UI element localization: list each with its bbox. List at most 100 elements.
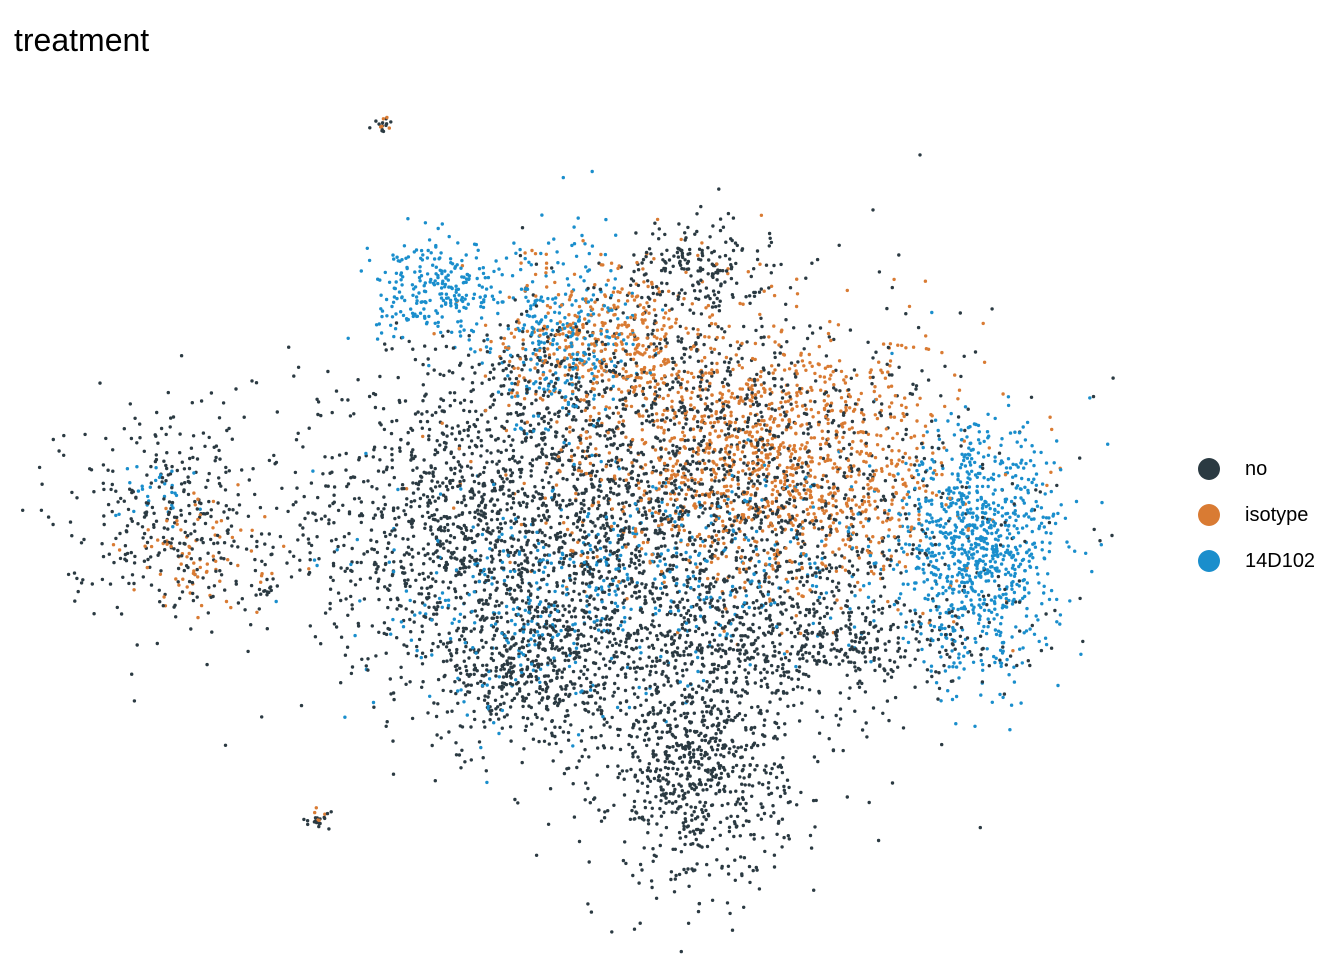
point-no	[630, 476, 635, 481]
point-no	[301, 533, 305, 537]
point-isotope	[703, 402, 707, 406]
point-no	[536, 506, 540, 511]
point-no	[667, 760, 672, 764]
point-no	[557, 450, 561, 455]
point-no	[605, 645, 610, 649]
point-isotope	[799, 391, 803, 395]
point-14d102	[410, 283, 415, 287]
point-14d102	[828, 616, 833, 620]
point-no	[640, 868, 644, 872]
point-no	[772, 736, 776, 740]
point-no	[693, 481, 697, 485]
point-14d102	[993, 579, 997, 583]
point-no	[472, 479, 477, 484]
point-14d102	[990, 574, 994, 578]
point-no	[317, 557, 321, 561]
point-no	[109, 487, 113, 492]
point-no	[886, 672, 890, 676]
point-14d102	[1006, 403, 1011, 408]
point-no	[617, 492, 621, 496]
point-14d102	[985, 542, 990, 546]
point-no	[818, 616, 822, 620]
point-isotope	[820, 429, 824, 433]
point-no	[710, 748, 715, 752]
point-no	[666, 766, 671, 771]
point-isotope	[732, 452, 736, 457]
point-no	[559, 638, 563, 643]
point-isotope	[747, 433, 752, 437]
point-no	[805, 579, 809, 584]
point-14d102	[500, 300, 504, 304]
point-no	[223, 743, 228, 747]
point-no	[316, 495, 320, 500]
point-no	[550, 446, 555, 451]
point-isotope	[541, 398, 545, 402]
point-isotope	[738, 570, 742, 575]
point-isotope	[735, 435, 740, 440]
point-no	[792, 703, 796, 708]
point-no	[726, 427, 731, 431]
point-14d102	[975, 475, 979, 479]
point-no	[776, 665, 780, 669]
point-isotope	[791, 479, 795, 484]
point-no	[688, 530, 692, 535]
point-isotope	[660, 377, 664, 381]
point-14d102	[631, 342, 635, 347]
point-no	[446, 488, 450, 492]
point-isotope	[915, 419, 919, 423]
point-14d102	[1013, 495, 1017, 500]
point-isotope	[809, 436, 813, 440]
point-no	[275, 410, 279, 414]
point-no	[683, 258, 687, 262]
point-no	[1030, 623, 1035, 628]
point-no	[655, 659, 659, 663]
point-no	[538, 586, 542, 590]
point-14d102	[561, 175, 565, 180]
point-14d102	[968, 463, 973, 467]
point-14d102	[993, 537, 998, 541]
point-no	[581, 535, 585, 539]
point-no	[519, 562, 524, 566]
point-no	[406, 545, 411, 549]
point-isotope	[567, 298, 572, 302]
point-no	[624, 500, 628, 504]
point-isotope	[736, 482, 740, 486]
point-no	[604, 531, 608, 536]
point-14d102	[627, 705, 632, 710]
point-no	[725, 470, 729, 474]
point-14d102	[969, 507, 973, 511]
point-no	[771, 376, 776, 381]
point-no	[359, 520, 363, 525]
point-no	[857, 640, 862, 644]
point-no	[537, 739, 541, 744]
point-no	[346, 398, 350, 402]
point-no	[370, 485, 374, 489]
point-no	[697, 494, 702, 498]
point-isotope	[726, 400, 731, 404]
point-no	[321, 472, 325, 476]
point-no	[477, 430, 481, 434]
point-no	[718, 255, 722, 259]
point-no	[485, 522, 489, 526]
point-isotope	[576, 446, 580, 450]
point-14d102	[1009, 573, 1013, 577]
point-no	[666, 428, 671, 432]
point-no	[866, 492, 870, 496]
point-isotope	[616, 411, 621, 415]
point-no	[630, 745, 635, 750]
point-no	[830, 590, 834, 594]
point-no	[521, 329, 525, 334]
point-14d102	[529, 307, 533, 311]
point-no	[567, 458, 571, 462]
point-isotope	[891, 436, 895, 440]
point-no	[757, 887, 762, 891]
point-no	[651, 613, 655, 617]
point-14d102	[947, 486, 951, 490]
point-isotope	[600, 373, 604, 377]
point-isotope	[850, 426, 854, 430]
point-no	[720, 803, 724, 808]
point-no	[789, 402, 793, 406]
point-no	[956, 415, 961, 419]
point-14d102	[958, 661, 962, 665]
point-isotope	[874, 397, 879, 402]
